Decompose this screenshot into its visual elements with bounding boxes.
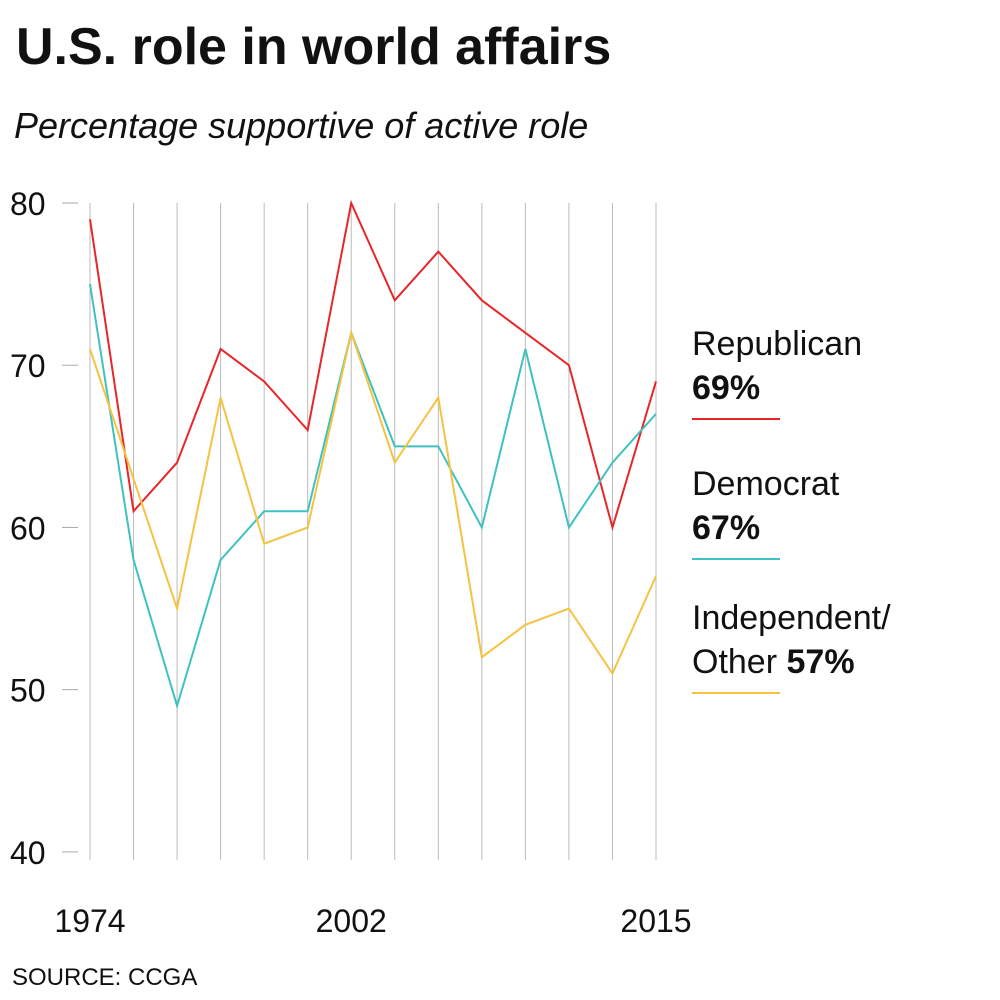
y-tick-label: 70	[10, 348, 46, 384]
y-tick-label: 80	[10, 186, 46, 222]
legend-swatch	[692, 558, 780, 560]
x-tick-label: 1974	[54, 903, 125, 939]
legend-label: Republican	[692, 325, 863, 363]
legend-entry: Independent/ Other 57%	[692, 596, 952, 694]
value-label: 69%	[692, 369, 761, 407]
value-label: 57%	[786, 643, 855, 681]
legend-swatch	[692, 692, 780, 694]
source: SOURCE: CCGA	[12, 964, 197, 991]
x-tick-label: 2002	[316, 903, 387, 939]
line-series	[89, 199, 657, 532]
legend-label: Democrat	[692, 465, 840, 503]
line-series	[89, 283, 657, 710]
y-tick-label: 40	[10, 835, 46, 871]
legend-entry: Democrat 67%	[692, 462, 952, 560]
legend-entry: Republican 69%	[692, 322, 952, 420]
line-series	[89, 329, 657, 676]
y-tick-label: 60	[10, 510, 46, 546]
x-tick-label: 2015	[620, 903, 691, 939]
legend-swatch	[692, 418, 780, 420]
value-label: 67%	[692, 509, 761, 547]
y-tick-label: 50	[10, 673, 46, 709]
legend-label: Independent/ Other	[692, 599, 891, 681]
chart-subtitle: Percentage supportive of active role	[14, 105, 588, 146]
chart-title: U.S. role in world affairs	[16, 18, 611, 76]
